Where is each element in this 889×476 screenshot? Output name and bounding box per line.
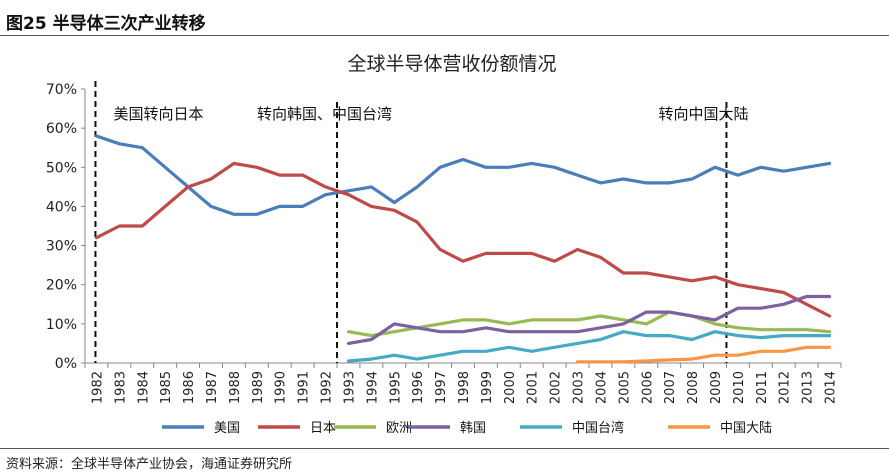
x-tick-label: 2005	[617, 371, 632, 404]
x-tick-label: 1987	[205, 371, 220, 404]
x-tick-label: 2000	[503, 371, 518, 404]
y-tick-label: 60%	[46, 121, 77, 137]
x-tick-label: 1991	[297, 371, 312, 404]
chart-axes: 0% 10% 20% 30% 40% 50% 60% 70% 1982 1983 1984 1985 1…	[46, 82, 842, 404]
x-tick-label: 2012	[778, 371, 793, 404]
figure-title: 图25 半导体三次产业转移	[6, 14, 206, 34]
x-tick-label: 1993	[342, 371, 357, 404]
x-tick-label: 2014	[824, 371, 839, 404]
market-share-chart: 全球半导体营收份额情况 0% 10% 20% 30% 40% 50% 60% 70% 1982 1…	[46, 53, 842, 436]
x-tick-label: 1984	[136, 371, 151, 404]
x-tick-label: 1985	[159, 371, 174, 404]
series-line	[346, 330, 832, 363]
legend-label: 美国	[214, 421, 240, 436]
x-tick-label: 1983	[113, 371, 128, 404]
x-tick-label: 2002	[549, 371, 564, 404]
y-tick-label: 40%	[46, 199, 77, 215]
x-tick-label: 2010	[732, 371, 747, 404]
series-line	[346, 294, 832, 345]
x-tick-label: 1997	[434, 371, 449, 404]
y-tick-label: 30%	[46, 239, 77, 255]
x-tick-label: 2011	[755, 371, 770, 404]
legend-label: 欧洲	[386, 421, 412, 436]
series-line	[94, 161, 832, 318]
legend-label: 日本	[310, 421, 336, 436]
annotation-label: 美国转向日本	[113, 105, 203, 123]
y-tick-label: 10%	[46, 317, 77, 333]
x-tick-label: 1995	[388, 371, 403, 404]
annotations: 美国转向日本 转向韩国、中国台湾 转向中国大陆	[113, 105, 748, 123]
x-tick-label: 2007	[663, 371, 678, 404]
transfer-dividers	[94, 81, 728, 363]
legend-label: 中国大陆	[720, 420, 772, 436]
x-tick-label: 1990	[274, 371, 289, 404]
x-tick-label: 2013	[801, 371, 816, 404]
series-lines	[94, 134, 832, 364]
chart-title: 全球半导体营收份额情况	[347, 53, 556, 75]
title-rule	[0, 35, 889, 36]
series-line	[575, 345, 832, 364]
x-tick-label: 1999	[480, 371, 495, 404]
legend: 美国 日本 欧洲 韩国 中国台湾 中国大陆	[162, 420, 772, 436]
x-tick-label: 1986	[182, 371, 197, 404]
x-tick-label: 2008	[686, 371, 701, 404]
annotation-label: 转向中国大陆	[658, 105, 748, 123]
source-note: 资料来源：全球半导体产业协会，海通证券研究所	[6, 457, 293, 472]
annotation-label: 转向韩国、中国台湾	[257, 105, 392, 123]
legend-label: 中国台湾	[572, 420, 624, 436]
x-tick-label: 1988	[228, 371, 243, 404]
x-tick-label: 2009	[709, 371, 724, 404]
y-tick-label: 20%	[46, 278, 77, 294]
y-tick-label: 0%	[55, 356, 77, 372]
x-tick-label: 1994	[365, 371, 380, 404]
x-tick-label: 1989	[251, 371, 266, 404]
y-tick-label: 50%	[46, 160, 77, 176]
x-tick-label: 1998	[457, 371, 472, 404]
series-line	[346, 310, 832, 338]
x-tick-label: 2004	[594, 371, 609, 404]
x-tick-label: 2003	[572, 371, 587, 404]
x-tick-label: 1982	[90, 371, 105, 404]
legend-label: 韩国	[460, 421, 486, 436]
y-tick-label: 70%	[46, 82, 77, 98]
x-tick-label: 2001	[526, 371, 541, 404]
x-tick-label: 1992	[320, 371, 335, 404]
x-tick-label: 1996	[411, 371, 426, 404]
x-tick-label: 2006	[640, 371, 655, 404]
source-rule	[0, 448, 889, 449]
series-line	[94, 134, 832, 216]
